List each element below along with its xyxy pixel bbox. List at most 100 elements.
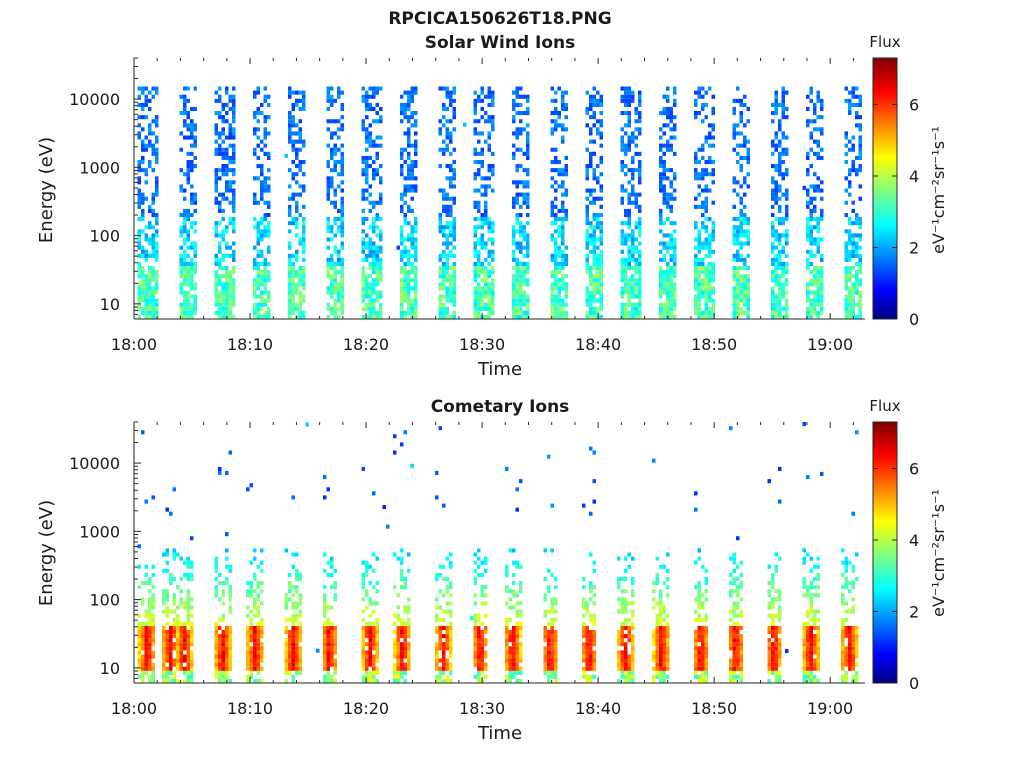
spectrogram-cell (449, 213, 453, 218)
spectrogram-cell (295, 302, 299, 307)
spectrogram-cell (631, 581, 635, 586)
spectrogram-cell (295, 225, 299, 230)
spectrogram-cell (813, 119, 817, 124)
spectrogram-cell (218, 204, 222, 209)
spectrogram-cell (179, 270, 183, 275)
spectrogram-cell (141, 298, 145, 303)
spectrogram-cell (190, 213, 194, 218)
spectrogram-cell (326, 678, 330, 683)
spectrogram-cell (295, 617, 299, 622)
spectrogram-cell (190, 286, 194, 291)
spectrogram-cell (736, 237, 740, 242)
spectrogram-cell (627, 638, 631, 643)
spectrogram-cell (631, 188, 635, 193)
spectrogram-cell (137, 168, 141, 173)
spectrogram-cell (228, 180, 232, 185)
spectrogram-cell (228, 155, 232, 160)
spectrogram-cell (858, 237, 862, 242)
spectrogram-cell (526, 241, 530, 246)
spectrogram-cell (326, 266, 330, 271)
spectrogram-cell (295, 585, 299, 590)
spectrogram-cell (473, 617, 477, 622)
spectrogram-cell (263, 131, 267, 136)
spectrogram-cell (438, 666, 442, 671)
spectrogram-cell (151, 638, 155, 643)
spectrogram-cell (365, 662, 369, 667)
spectrogram-cell (851, 249, 855, 254)
spectrogram-cell (526, 282, 530, 287)
spectrogram-cell (232, 196, 236, 201)
spectrogram-cell (487, 225, 491, 230)
spectrogram-cell (858, 151, 862, 156)
spectrogram-cell (291, 678, 295, 683)
spectrogram-cell (627, 208, 631, 213)
spectrogram-cell (732, 131, 736, 136)
spectrogram-cell (452, 111, 456, 116)
spectrogram-cell (515, 314, 519, 319)
spectrogram-cell (337, 257, 341, 262)
spectrogram-cell (512, 180, 516, 185)
spectrogram-cell (410, 310, 414, 315)
spectrogram-cell (179, 589, 183, 594)
spectrogram-cell (333, 160, 337, 165)
spectrogram-cell (624, 188, 628, 193)
spectrogram-cell (144, 168, 148, 173)
spectrogram-cell (522, 282, 526, 287)
spectrogram-cell (179, 306, 183, 311)
spectrogram-cell (323, 613, 327, 618)
spectrogram-cell (638, 221, 642, 226)
spectrogram-cell (816, 90, 820, 95)
spectrogram-cell (298, 184, 302, 189)
spectrogram-cell (372, 249, 376, 254)
spectrogram-cell (372, 94, 376, 99)
spectrogram-cell (228, 314, 232, 319)
spectrogram-cell (746, 282, 750, 287)
spectrogram-cell (816, 298, 820, 303)
spectrogram-cell (442, 503, 446, 508)
spectrogram-cell (512, 674, 516, 679)
spectrogram-cell (596, 253, 600, 258)
spectrogram-cell (592, 650, 596, 655)
spectrogram-cell (400, 654, 404, 659)
spectrogram-cell (337, 294, 341, 299)
spectrogram-cell (365, 241, 369, 246)
spectrogram-cell (333, 221, 337, 226)
spectrogram-cell (816, 245, 820, 250)
spectrogram-cell (225, 654, 229, 659)
spectrogram-cell (669, 298, 673, 303)
spectrogram-cell (361, 119, 365, 124)
spectrogram-cell (732, 98, 736, 103)
spectrogram-cell (547, 662, 551, 667)
spectrogram-cell (547, 638, 551, 643)
spectrogram-cell (704, 302, 708, 307)
spectrogram-cell (214, 666, 218, 671)
spectrogram-cell (407, 282, 411, 287)
spectrogram-cell (634, 310, 638, 315)
spectrogram-cell (375, 261, 379, 266)
spectrogram-cell (414, 314, 418, 319)
spectrogram-cell (522, 310, 526, 315)
spectrogram-cell (449, 225, 453, 230)
spectrogram-cell (372, 568, 376, 573)
spectrogram-cell (589, 139, 593, 144)
spectrogram-cell (631, 266, 635, 271)
spectrogram-cell (666, 261, 670, 266)
spectrogram-cell (400, 102, 404, 107)
spectrogram-cell (214, 589, 218, 594)
spectrogram-cell (620, 658, 624, 663)
spectrogram-cell (438, 617, 442, 622)
spectrogram-cell (214, 176, 218, 181)
spectrogram-cell (218, 625, 222, 630)
spectrogram-cell (340, 217, 344, 222)
spectrogram-cell (263, 135, 267, 140)
spectrogram-cell (407, 634, 411, 639)
spectrogram-cell (620, 625, 624, 630)
spectrogram-cell (442, 654, 446, 659)
spectrogram-cell (596, 278, 600, 283)
spectrogram-cell (585, 630, 589, 635)
spectrogram-cell (844, 302, 848, 307)
spectrogram-cell (694, 160, 698, 165)
spectrogram-cell (816, 294, 820, 299)
spectrogram-cell (701, 278, 705, 283)
spectrogram-cell (326, 184, 330, 189)
